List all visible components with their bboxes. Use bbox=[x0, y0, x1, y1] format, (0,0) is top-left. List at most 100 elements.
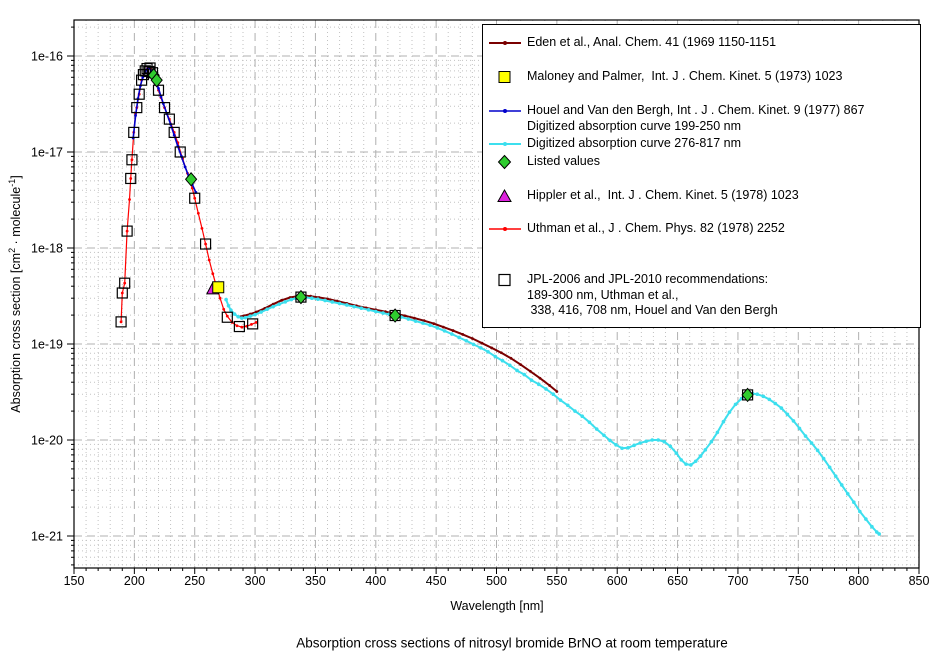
x-tick-label: 300 bbox=[245, 574, 266, 588]
jpl-marker bbox=[158, 102, 171, 114]
series-point-houel_vis bbox=[345, 303, 349, 307]
series-point-houel_vis bbox=[614, 443, 618, 447]
y-axis-title: Absorption cross section [cm2 · molecule… bbox=[7, 175, 23, 412]
jpl-marker bbox=[121, 225, 133, 237]
legend-marker-houelvis-line-icon bbox=[488, 136, 524, 152]
series-point-houel_vis bbox=[248, 314, 253, 318]
series-point-houel_vis bbox=[457, 335, 461, 340]
listed-marker bbox=[150, 72, 163, 88]
series-point-eden bbox=[403, 314, 407, 318]
series-point-houel_vis bbox=[679, 458, 683, 462]
series-point-houel_vis bbox=[442, 329, 447, 333]
series-point-houel_vis bbox=[310, 296, 314, 300]
series-point-eden bbox=[384, 310, 387, 314]
series-point-houel_vis bbox=[493, 354, 498, 359]
y-tick-label: 1e-18 bbox=[31, 242, 63, 256]
legend-label-houel: Houel and Van den Bergh, Int . J . Chem.… bbox=[527, 103, 918, 134]
series-point-uthman bbox=[218, 296, 222, 300]
legend-label-jpl: JPL-2006 and JPL-2010 recommendations: 18… bbox=[527, 272, 918, 319]
series-point-houel_vis bbox=[226, 303, 231, 308]
jpl-marker bbox=[119, 277, 131, 289]
series-houel_vis bbox=[224, 295, 881, 536]
jpl-marker bbox=[133, 88, 145, 100]
series-point-uthman bbox=[119, 320, 123, 324]
x-tick-label: 450 bbox=[426, 574, 447, 588]
series-point-eden bbox=[451, 329, 455, 332]
series-point-houel_vis bbox=[626, 445, 630, 450]
series-point-houel_vis bbox=[359, 306, 364, 311]
series-point-houel_vis bbox=[839, 483, 844, 487]
series-point-houel_vis bbox=[674, 451, 679, 455]
x-tick-label: 700 bbox=[727, 574, 748, 588]
legend-label-maloney: Maloney and Palmer, Int. J . Chem. Kinet… bbox=[527, 69, 918, 85]
series-point-houel_vis bbox=[755, 392, 760, 396]
series-point-uthman bbox=[123, 281, 127, 285]
listed-marker bbox=[184, 171, 198, 187]
series-point-houel_vis bbox=[809, 441, 814, 445]
series-point-eden bbox=[413, 316, 416, 320]
jpl-marker bbox=[163, 113, 175, 125]
series-point-eden bbox=[538, 376, 542, 380]
series-point-eden bbox=[470, 337, 474, 340]
series-point-uthman bbox=[250, 323, 253, 326]
series-point-houel_vis bbox=[337, 301, 342, 306]
series-point-houel_vis bbox=[827, 465, 832, 470]
series-point-houel_vis bbox=[650, 438, 655, 442]
series-point-houel_vis bbox=[421, 321, 425, 325]
jpl-marker bbox=[115, 316, 127, 328]
legend-label-uthman: Uthman et al., J . Chem. Phys. 82 (1978)… bbox=[527, 221, 918, 237]
legend-label-line: JPL-2006 and JPL-2010 recommendations: bbox=[527, 272, 769, 286]
series-point-uthman bbox=[240, 325, 244, 329]
legend-item-jpl: JPL-2006 and JPL-2010 recommendations: 18… bbox=[483, 272, 920, 317]
jpl-marker bbox=[168, 126, 180, 139]
y-axis-title-mid: · molecule bbox=[9, 186, 24, 248]
maloney-marker bbox=[212, 281, 225, 294]
series-point-uthman bbox=[222, 307, 226, 311]
x-tick-label: 350 bbox=[305, 574, 326, 588]
series-point-eden bbox=[528, 369, 532, 373]
legend: Eden et al., Anal. Chem. 41 (1969 1150-1… bbox=[482, 24, 921, 328]
legend-marker-uthman-line-icon bbox=[488, 221, 524, 237]
series-point-eden bbox=[441, 325, 445, 329]
y-tick-label: 1e-16 bbox=[31, 50, 63, 64]
series-point-houel_vis bbox=[366, 308, 371, 312]
series-point-houel_vis bbox=[698, 454, 703, 458]
series-point-houel_vis bbox=[289, 297, 294, 302]
series-point-houel_vis bbox=[693, 459, 698, 464]
series-point-houel_vis bbox=[265, 307, 269, 312]
jpl-marker bbox=[189, 192, 201, 204]
legend-label-line: Houel and Van den Bergh, Int . J . Chem.… bbox=[527, 103, 865, 117]
series-point-uthman bbox=[196, 211, 200, 215]
series-point-houel_vis bbox=[558, 398, 563, 402]
series-point-houel_vis bbox=[428, 323, 432, 327]
series-point-houel_vis bbox=[684, 462, 688, 466]
jpl-marker bbox=[199, 238, 212, 250]
jpl-marker bbox=[131, 102, 143, 114]
series-point-houel_vis bbox=[565, 403, 570, 408]
series-point-houel_vis bbox=[620, 446, 624, 451]
series-point-houel_uv bbox=[183, 165, 187, 169]
series-point-eden bbox=[509, 356, 513, 360]
y-axis-title-supm1: -1 bbox=[6, 178, 17, 187]
series-point-houel_vis bbox=[271, 304, 275, 309]
legend-item-houelvis: Digitized absorption curve 276-817 nm bbox=[483, 136, 920, 152]
x-tick-label: 400 bbox=[365, 574, 386, 588]
series-point-houel_vis bbox=[874, 530, 879, 534]
series-point-eden bbox=[548, 384, 552, 387]
legend-item-eden: Eden et al., Anal. Chem. 41 (1969 1150-1… bbox=[483, 35, 920, 51]
series-point-uthman bbox=[211, 272, 215, 276]
series-point-houel_vis bbox=[602, 433, 606, 438]
series-point-uthman bbox=[125, 229, 129, 233]
series-point-houel_vis bbox=[797, 426, 802, 431]
series-point-houel_vis bbox=[330, 300, 335, 304]
series-point-houel_vis bbox=[413, 319, 418, 323]
series-point-uthman bbox=[204, 242, 207, 246]
series-point-houel_vis bbox=[486, 349, 490, 354]
series-point-houel_vis bbox=[224, 297, 228, 302]
series-point-houel_vis bbox=[352, 304, 356, 309]
points-listed bbox=[147, 67, 754, 403]
x-tick-label: 550 bbox=[546, 574, 567, 588]
legend-label-line: Eden et al., Anal. Chem. 41 (1969 1150-1… bbox=[527, 35, 777, 49]
series-point-houel_vis bbox=[536, 382, 541, 387]
legend-label-line: Digitized absorption curve 276-817 nm bbox=[527, 136, 742, 150]
